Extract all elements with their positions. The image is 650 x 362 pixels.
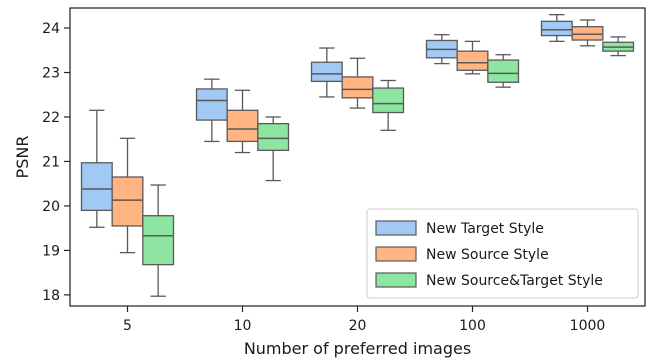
- box-iqr-rect: [341, 76, 374, 99]
- box-new-source-style10: [226, 89, 259, 154]
- legend-label: New Source Style: [426, 247, 549, 263]
- box-iqr-rect: [456, 50, 489, 71]
- x-tick-label: 1000: [570, 318, 606, 334]
- box-iqr-rect: [80, 162, 113, 212]
- legend-label: New Source&Target Style: [426, 273, 603, 289]
- y-tick-label: 19: [42, 243, 60, 259]
- box-new-target-style5: [80, 109, 113, 228]
- box-iqr-rect: [226, 109, 259, 143]
- legend-label: New Target Style: [426, 221, 544, 237]
- x-tick-label: 100: [459, 318, 486, 334]
- y-tick-label: 22: [42, 110, 60, 126]
- y-tick-label: 18: [42, 288, 60, 304]
- x-axis: 5 10 20 100 1000: [123, 306, 605, 334]
- box-iqr-rect: [142, 215, 175, 266]
- legend: New Target Style New Source Style New Sour…: [366, 208, 639, 299]
- box-new-source-target-style100: [487, 54, 520, 88]
- y-tick-label: 23: [42, 65, 60, 81]
- y-tick-label: 20: [42, 199, 60, 215]
- box-iqr-rect: [111, 176, 144, 227]
- box-new-source-target-style5: [142, 184, 175, 297]
- x-tick-label: 20: [349, 318, 367, 334]
- box-new-target-style20: [310, 47, 343, 98]
- box-iqr-rect: [372, 87, 405, 114]
- box-iqr-rect: [257, 122, 290, 151]
- plot-frame: [69, 7, 646, 307]
- y-tick-label: 21: [42, 154, 60, 170]
- box-new-source-style100: [456, 40, 489, 75]
- x-tick-label: 5: [123, 318, 132, 334]
- y-axis: 18 19 20 21 22 23 24: [42, 21, 70, 304]
- box-new-target-style100: [425, 34, 458, 65]
- box-new-source-style20: [341, 57, 374, 109]
- y-axis-title: PSNR: [13, 136, 32, 179]
- box-iqr-rect: [571, 26, 604, 41]
- box-iqr-rect: [487, 59, 520, 83]
- box-new-source-target-style20: [372, 79, 405, 131]
- box-iqr-rect: [310, 61, 343, 83]
- x-tick-label: 10: [234, 318, 252, 334]
- legend-swatch: [375, 272, 417, 288]
- legend-swatch: [375, 220, 417, 236]
- box-new-source-target-style1000: [602, 36, 635, 57]
- legend-swatch: [375, 246, 417, 262]
- box-iqr-rect: [195, 88, 228, 121]
- box-iqr-rect: [540, 20, 573, 37]
- box-new-source-style1000: [571, 19, 604, 47]
- box-series-group: [80, 14, 635, 297]
- box-new-source-style5: [111, 137, 144, 254]
- box-new-target-style1000: [540, 14, 573, 43]
- legend-frame: [366, 208, 639, 299]
- x-axis-title: Number of preferred images: [244, 339, 471, 358]
- box-new-source-target-style10: [257, 116, 290, 182]
- box-new-target-style10: [195, 78, 228, 143]
- y-tick-label: 24: [42, 21, 60, 37]
